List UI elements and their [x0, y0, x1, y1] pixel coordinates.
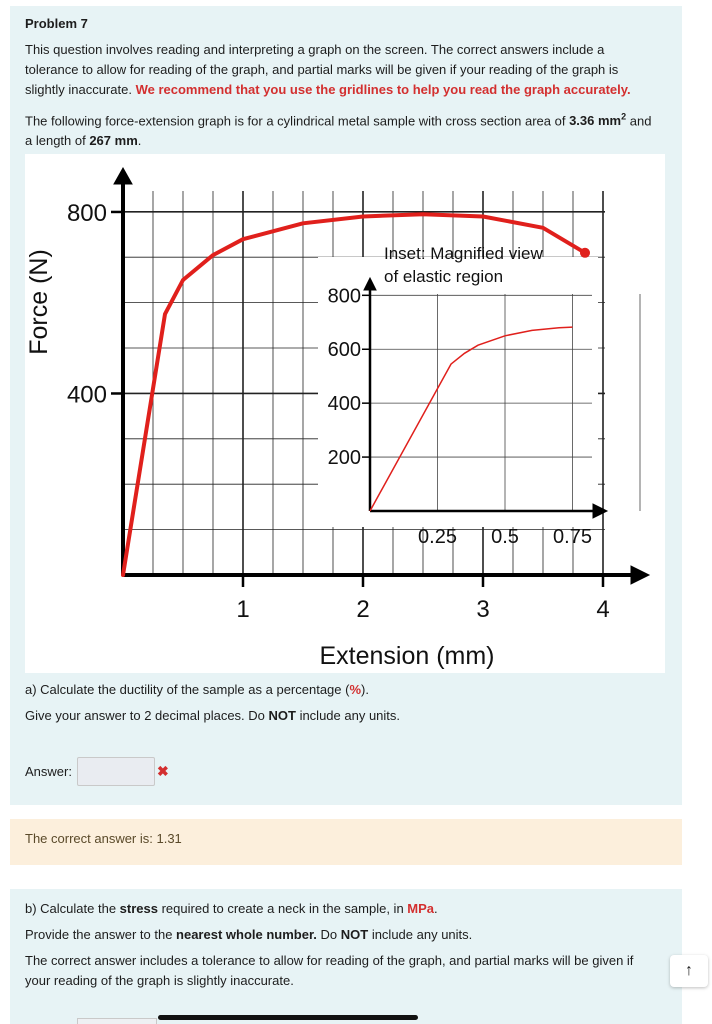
x-tick-label: 3	[476, 596, 489, 623]
y-tick-label: 800	[67, 200, 107, 227]
fracture-point-marker	[580, 247, 590, 258]
part-b-answer-input[interactable]	[77, 1018, 157, 1024]
part-b-tolerance-note: The correct answer includes a tolerance …	[25, 953, 634, 988]
inset-x-tick-label: 0.25	[418, 526, 457, 548]
x-axis-label: Extension (mm)	[319, 642, 494, 670]
question-panel-b	[10, 889, 682, 1024]
inset-y-tick-label: 800	[328, 285, 361, 307]
inset-y-tick-label: 400	[328, 393, 361, 415]
x-tick-label: 4	[596, 596, 609, 623]
intro-paragraph: This question involves reading and inter…	[25, 42, 631, 97]
gridline-recommendation: We recommend that you use the gridlines …	[135, 82, 631, 97]
inset-label-sub: of elastic region	[384, 267, 503, 286]
problem-title: Problem 7	[25, 16, 88, 31]
inset-elastic-curve	[369, 326, 573, 512]
y-tick-label: 400	[67, 381, 107, 408]
part-a-instruction: Give your answer to 2 decimal places. Do…	[25, 708, 401, 723]
y-axis-label: Force (N)	[25, 249, 53, 355]
inset-x-tick-label: 0.75	[553, 526, 592, 548]
arrow-up-icon: ↑	[685, 962, 693, 979]
home-indicator	[158, 1015, 418, 1020]
part-a-question: a) Calculate the ductility of the sample…	[25, 682, 369, 697]
inset-x-tick-label: 0.5	[491, 526, 519, 548]
force-extension-graph: 1 2 3 4 400 800 0.25 0.5 0.75 200 400 600 800 Inset:…	[25, 154, 665, 673]
incorrect-icon: ✖	[157, 763, 169, 779]
cross-section-area: 3.36 mm2	[569, 112, 627, 129]
answer-label: Answer:	[25, 764, 72, 779]
sample-length: 267 mm	[89, 133, 138, 149]
answer-input[interactable]	[77, 757, 155, 786]
scroll-to-top-button[interactable]: ↑	[670, 955, 708, 987]
correct-answer-feedback: The correct answer is: 1.31	[25, 831, 182, 846]
part-b-question: b) Calculate the stress required to crea…	[25, 901, 438, 916]
part-b-instruction: Provide the answer to the nearest whole …	[25, 927, 473, 942]
inset-label: Inset: Magnified view	[384, 244, 543, 263]
inset-y-tick-label: 200	[328, 447, 361, 469]
feedback-panel	[10, 819, 682, 865]
inset-y-tick-label: 600	[328, 339, 361, 361]
force-extension-curve	[121, 212, 587, 577]
sample-paragraph: The following force-extension graph is f…	[25, 112, 652, 149]
x-tick-label: 2	[356, 596, 369, 623]
x-tick-label: 1	[236, 596, 249, 623]
force-extension-chart: 1 2 3 4 400 800 0.25 0.5 0.75 200 400 600 800 Inset:…	[25, 166, 651, 670]
